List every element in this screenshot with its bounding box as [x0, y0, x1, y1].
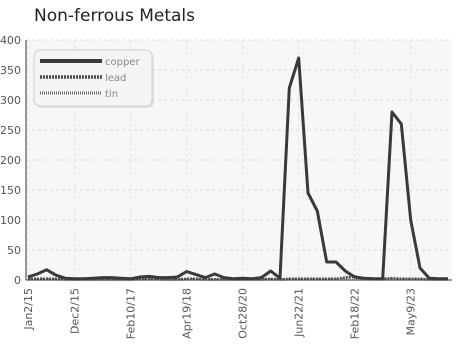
y-tick-label: 250 — [0, 124, 21, 137]
x-tick-label: Dec2/15 — [69, 288, 82, 334]
x-tick-label: Oct28/20 — [237, 288, 250, 339]
y-tick-label: 150 — [0, 184, 21, 197]
legend-label-lead: lead — [105, 73, 126, 84]
y-tick-label: 350 — [0, 64, 21, 77]
y-tick-label: 400 — [0, 34, 21, 47]
x-tick-label: Jun22/21 — [293, 288, 306, 338]
chart-title: Non-ferrous Metals — [34, 6, 196, 26]
legend-label-tin: tin — [105, 89, 118, 100]
y-tick-label: 100 — [0, 214, 21, 227]
x-tick-label: Jan2/15 — [22, 288, 35, 331]
series-lines — [27, 56, 448, 281]
series-line-copper — [27, 56, 448, 281]
y-tick-label: 200 — [0, 154, 21, 167]
x-tick-label: Apr19/18 — [181, 288, 194, 339]
x-tick-label: May9/23 — [405, 288, 418, 335]
legend-label-copper: copper — [105, 57, 140, 68]
legend: copper lead tin — [33, 49, 154, 108]
y-tick-label: 300 — [0, 94, 21, 107]
x-tick-label: Feb10/17 — [125, 288, 138, 339]
y-tick-label: 0 — [14, 274, 21, 287]
y-tick-label: 50 — [7, 244, 21, 257]
x-tick-label: Feb18/22 — [349, 288, 362, 339]
